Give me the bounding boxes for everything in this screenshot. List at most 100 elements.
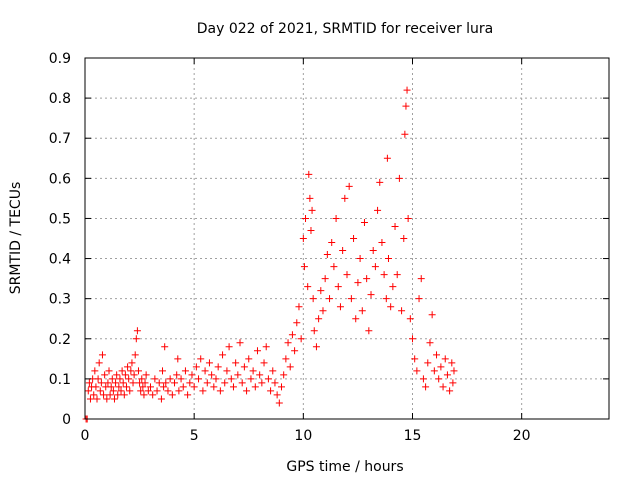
data-point bbox=[282, 355, 290, 363]
data-point bbox=[210, 383, 218, 391]
data-point bbox=[273, 391, 281, 399]
data-point bbox=[144, 387, 152, 395]
data-point bbox=[161, 343, 169, 351]
data-point bbox=[100, 391, 108, 399]
grid-lines bbox=[85, 58, 609, 419]
data-point bbox=[155, 379, 163, 387]
data-point bbox=[117, 387, 125, 395]
x-axis-label: GPS time / hours bbox=[286, 459, 403, 475]
data-point bbox=[264, 375, 272, 383]
data-point bbox=[201, 367, 209, 375]
data-point bbox=[197, 355, 205, 363]
data-point bbox=[371, 263, 379, 271]
y-tick-label: 0 bbox=[62, 412, 71, 428]
data-point bbox=[384, 255, 392, 263]
data-point bbox=[312, 343, 320, 351]
data-point bbox=[275, 399, 283, 407]
data-point bbox=[295, 303, 303, 311]
data-point bbox=[422, 383, 430, 391]
data-point bbox=[367, 291, 375, 299]
data-point bbox=[173, 371, 181, 379]
data-point bbox=[181, 367, 189, 375]
data-point bbox=[319, 307, 327, 315]
data-point bbox=[428, 311, 436, 319]
data-point bbox=[330, 263, 338, 271]
data-point bbox=[106, 391, 114, 399]
y-tick-label: 0.2 bbox=[49, 332, 71, 348]
data-point bbox=[116, 375, 124, 383]
data-point bbox=[133, 327, 141, 335]
data-point bbox=[203, 379, 211, 387]
data-point bbox=[446, 387, 454, 395]
x-tick-label: 20 bbox=[513, 428, 531, 444]
data-point bbox=[334, 283, 342, 291]
data-point bbox=[376, 178, 384, 186]
data-point bbox=[94, 375, 102, 383]
data-point bbox=[345, 182, 353, 190]
data-point bbox=[328, 239, 336, 247]
data-point bbox=[258, 379, 266, 387]
data-point bbox=[433, 351, 441, 359]
data-point bbox=[398, 307, 406, 315]
data-point bbox=[339, 247, 347, 255]
data-point bbox=[404, 214, 412, 222]
data-point bbox=[229, 383, 237, 391]
data-point bbox=[326, 295, 334, 303]
data-point bbox=[356, 255, 364, 263]
data-point bbox=[84, 387, 92, 395]
data-point bbox=[140, 391, 148, 399]
data-point bbox=[177, 375, 185, 383]
chart-title: Day 022 of 2021, SRMTID for receiver lur… bbox=[197, 21, 494, 37]
data-point bbox=[125, 375, 133, 383]
plot-frame bbox=[84, 57, 610, 420]
x-tick-label: 10 bbox=[294, 428, 312, 444]
data-point bbox=[443, 371, 451, 379]
data-point bbox=[109, 387, 117, 395]
x-tick-label: 5 bbox=[190, 428, 199, 444]
data-point bbox=[305, 170, 313, 178]
data-point bbox=[419, 375, 427, 383]
data-point bbox=[118, 367, 126, 375]
data-point bbox=[162, 379, 170, 387]
data-point bbox=[251, 383, 259, 391]
data-point bbox=[138, 375, 146, 383]
data-point bbox=[188, 371, 196, 379]
data-point bbox=[323, 251, 331, 259]
axis-ticks bbox=[84, 57, 609, 420]
y-tick-label: 0.5 bbox=[49, 211, 71, 227]
data-point bbox=[184, 391, 192, 399]
data-point bbox=[134, 367, 142, 375]
data-point bbox=[205, 359, 213, 367]
data-point bbox=[214, 363, 222, 371]
data-point bbox=[240, 363, 248, 371]
data-point bbox=[300, 263, 308, 271]
data-point bbox=[124, 363, 132, 371]
data-point bbox=[374, 206, 382, 214]
data-point bbox=[387, 303, 395, 311]
data-point bbox=[122, 383, 130, 391]
data-point bbox=[293, 319, 301, 327]
data-point bbox=[308, 206, 316, 214]
data-point bbox=[223, 367, 231, 375]
data-point bbox=[413, 367, 421, 375]
data-point bbox=[97, 379, 105, 387]
data-point bbox=[95, 359, 103, 367]
data-point bbox=[409, 335, 416, 343]
data-point bbox=[382, 295, 390, 303]
data-point bbox=[93, 395, 101, 403]
data-point bbox=[103, 395, 111, 403]
data-point bbox=[253, 347, 261, 355]
data-point bbox=[243, 387, 251, 395]
data-point bbox=[142, 371, 150, 379]
data-point bbox=[306, 194, 314, 202]
data-point bbox=[120, 391, 128, 399]
data-point bbox=[128, 359, 136, 367]
data-point bbox=[96, 387, 104, 395]
data-point bbox=[115, 383, 123, 391]
data-point bbox=[304, 283, 312, 291]
data-point bbox=[91, 367, 99, 375]
data-point bbox=[149, 391, 157, 399]
data-point bbox=[192, 363, 200, 371]
data-point bbox=[449, 379, 457, 387]
